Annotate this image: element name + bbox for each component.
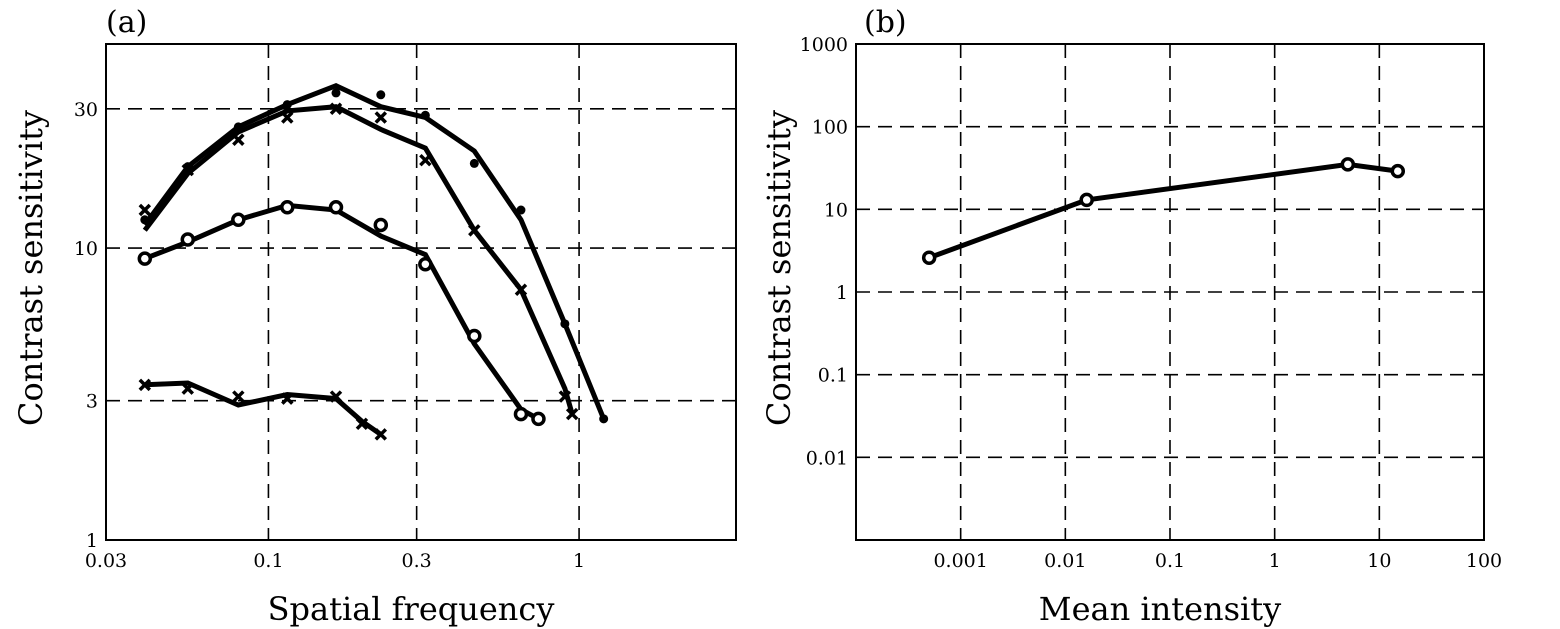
series-line	[928, 161, 1399, 261]
data-point	[231, 212, 246, 228]
x-tick-label: 0.01	[1044, 550, 1086, 572]
data-point	[418, 257, 433, 272]
panel-b: 0.001 0.01 0.1 1 10 100 0.01 0.1 1 10 100 1000 (b) Me…	[760, 5, 1502, 628]
x-axis-title: Mean intensity	[1039, 590, 1281, 628]
panel-label: (b)	[864, 5, 907, 40]
data-point	[1079, 192, 1094, 208]
data-point	[467, 328, 482, 344]
data-point	[373, 217, 389, 233]
data-point	[1340, 157, 1356, 172]
data-point	[516, 205, 526, 215]
data-point	[329, 102, 343, 116]
data-point	[468, 224, 481, 237]
plot-frame	[855, 43, 1485, 541]
data-point	[374, 111, 388, 124]
data-point	[181, 163, 195, 177]
x-tick-label: 1	[573, 550, 585, 572]
x-tick-label: 100	[1466, 550, 1502, 572]
panel-label: (a)	[106, 5, 147, 40]
series-1	[140, 82, 609, 424]
y-axis-title: Contrast sensitivity	[12, 110, 50, 426]
data-point	[232, 133, 245, 146]
series-line	[142, 104, 575, 415]
data-point	[513, 406, 529, 422]
data-point	[514, 283, 528, 296]
data-point	[1390, 163, 1406, 179]
series-line	[144, 380, 383, 437]
data-point	[376, 90, 386, 100]
y-tick-label: 1	[86, 530, 98, 552]
y-axis-title: Contrast sensitivity	[760, 110, 798, 426]
y-tick-label: 0.1	[818, 365, 848, 387]
y-tick-label: 30	[74, 99, 98, 121]
y-tick-label: 100	[812, 117, 848, 139]
data-point	[138, 378, 152, 392]
data-point	[137, 251, 153, 266]
x-tick-label: 10	[1367, 550, 1391, 572]
y-tick-label: 3	[86, 391, 98, 413]
x-tick-label: 0.3	[402, 550, 432, 572]
data-point	[419, 153, 432, 167]
data-point	[560, 319, 570, 329]
y-tick-label: 1	[836, 282, 848, 304]
x-axis-title: Spatial frequency	[268, 590, 555, 628]
data-point	[232, 390, 245, 403]
data-point	[921, 250, 937, 265]
x-tick-label: 0.03	[85, 550, 127, 572]
series-line	[142, 82, 607, 420]
x-tick-label: 1	[1269, 550, 1281, 572]
y-tick-label: 0.01	[806, 447, 848, 469]
data-point	[328, 199, 344, 215]
panel-a: 0.03 0.1 0.3 1 1 3 10 30 (a) Spatial frequency Con…	[12, 5, 737, 628]
data-point	[281, 111, 294, 124]
data-point	[355, 417, 369, 431]
data-point	[140, 215, 150, 225]
x-tick-label: 0.001	[933, 550, 987, 572]
y-tick-label: 10	[824, 199, 848, 221]
series-4	[138, 378, 388, 441]
data-point	[420, 110, 430, 120]
x-tick-label: 0.1	[253, 550, 283, 572]
data-point	[281, 392, 294, 405]
y-tick-label: 1000	[800, 34, 848, 56]
data-point	[374, 428, 388, 441]
data-point	[599, 414, 609, 424]
data-point	[531, 411, 546, 427]
data-point	[331, 88, 341, 98]
x-tick-label: 0.1	[1155, 550, 1185, 572]
y-tick-label: 10	[74, 238, 98, 260]
data-point	[280, 199, 295, 215]
data-point	[181, 382, 195, 395]
data-point	[282, 100, 292, 110]
data-point	[180, 232, 196, 247]
data-point	[558, 390, 572, 403]
series-3	[137, 199, 546, 427]
data-point	[329, 390, 343, 403]
data-point	[138, 203, 152, 217]
plot-frame	[105, 43, 737, 541]
data-point	[469, 158, 479, 168]
data-point	[565, 407, 579, 421]
series-line	[143, 202, 540, 422]
series-2	[138, 102, 579, 421]
series-1	[921, 157, 1406, 265]
